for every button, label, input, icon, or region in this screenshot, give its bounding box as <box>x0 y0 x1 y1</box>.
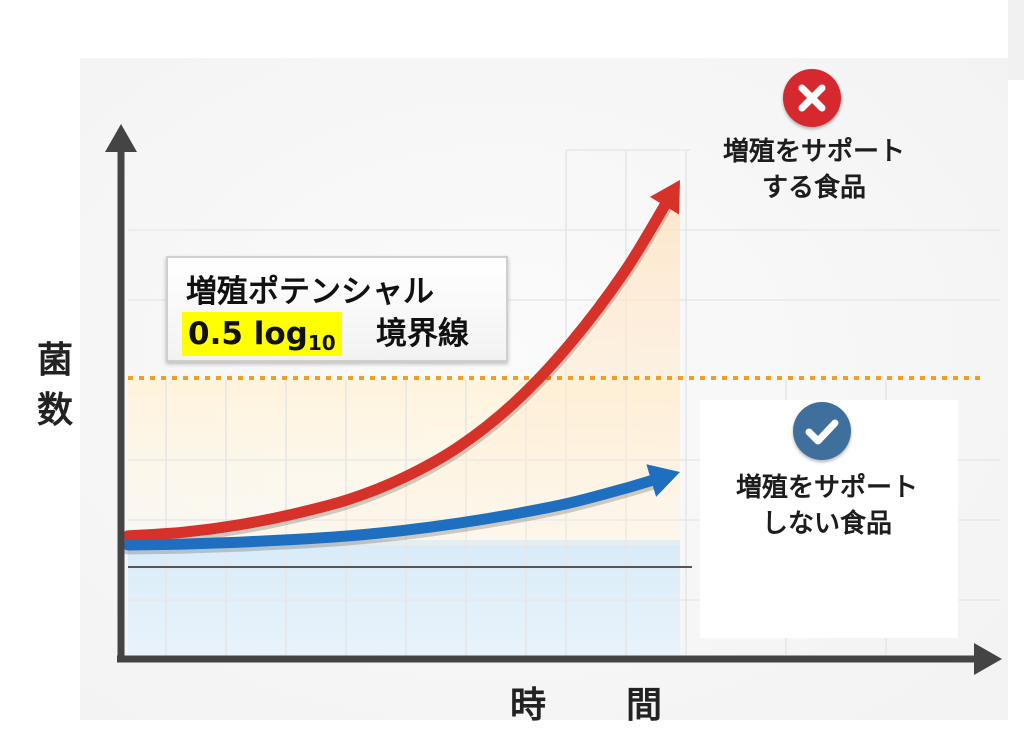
y-axis-label-char-2: 数 <box>36 390 73 431</box>
threshold-label-value: 0.5 log10 <box>182 312 342 356</box>
red-area-fill <box>128 180 680 545</box>
series-line-supports-growth <box>122 192 675 542</box>
arrowhead-supports-growth <box>649 180 680 215</box>
arrowhead-no-growth <box>646 464 680 497</box>
callout-bottom-line2: しない食品 <box>761 509 892 539</box>
callout-does-not-support-growth: 増殖をサポート しない食品 <box>700 470 954 542</box>
series-layer <box>121 180 680 555</box>
x-axis-label: 時 間 <box>510 685 685 726</box>
callout-bottom-line1: 増殖をサポート <box>735 473 918 503</box>
x-axis-arrowhead <box>974 643 1002 675</box>
threshold-label-title: 増殖ポテンシャル <box>186 274 434 310</box>
y-axis-arrowhead <box>105 124 137 152</box>
callout-supports-growth: 増殖をサポート する食品 <box>696 134 932 206</box>
y-axis-label: 菌 数 <box>30 336 80 436</box>
x-mark-icon <box>783 69 841 127</box>
threshold-label-subscript: 10 <box>307 331 336 355</box>
threshold-label-box: 増殖ポテンシャル 0.5 log10 境界線 <box>166 256 508 362</box>
callout-top-line2: する食品 <box>761 173 866 203</box>
series-line-no-growth <box>122 472 666 551</box>
threshold-label-value-text: 0.5 log <box>188 316 308 352</box>
threshold-label-suffix: 境界線 <box>376 316 469 352</box>
check-icon <box>793 402 851 460</box>
callout-top-line1: 増殖をサポート <box>722 137 905 167</box>
lower-region-fill <box>128 540 680 655</box>
y-axis-label-char-1: 菌 <box>36 340 73 381</box>
page-edge <box>1008 0 1024 80</box>
